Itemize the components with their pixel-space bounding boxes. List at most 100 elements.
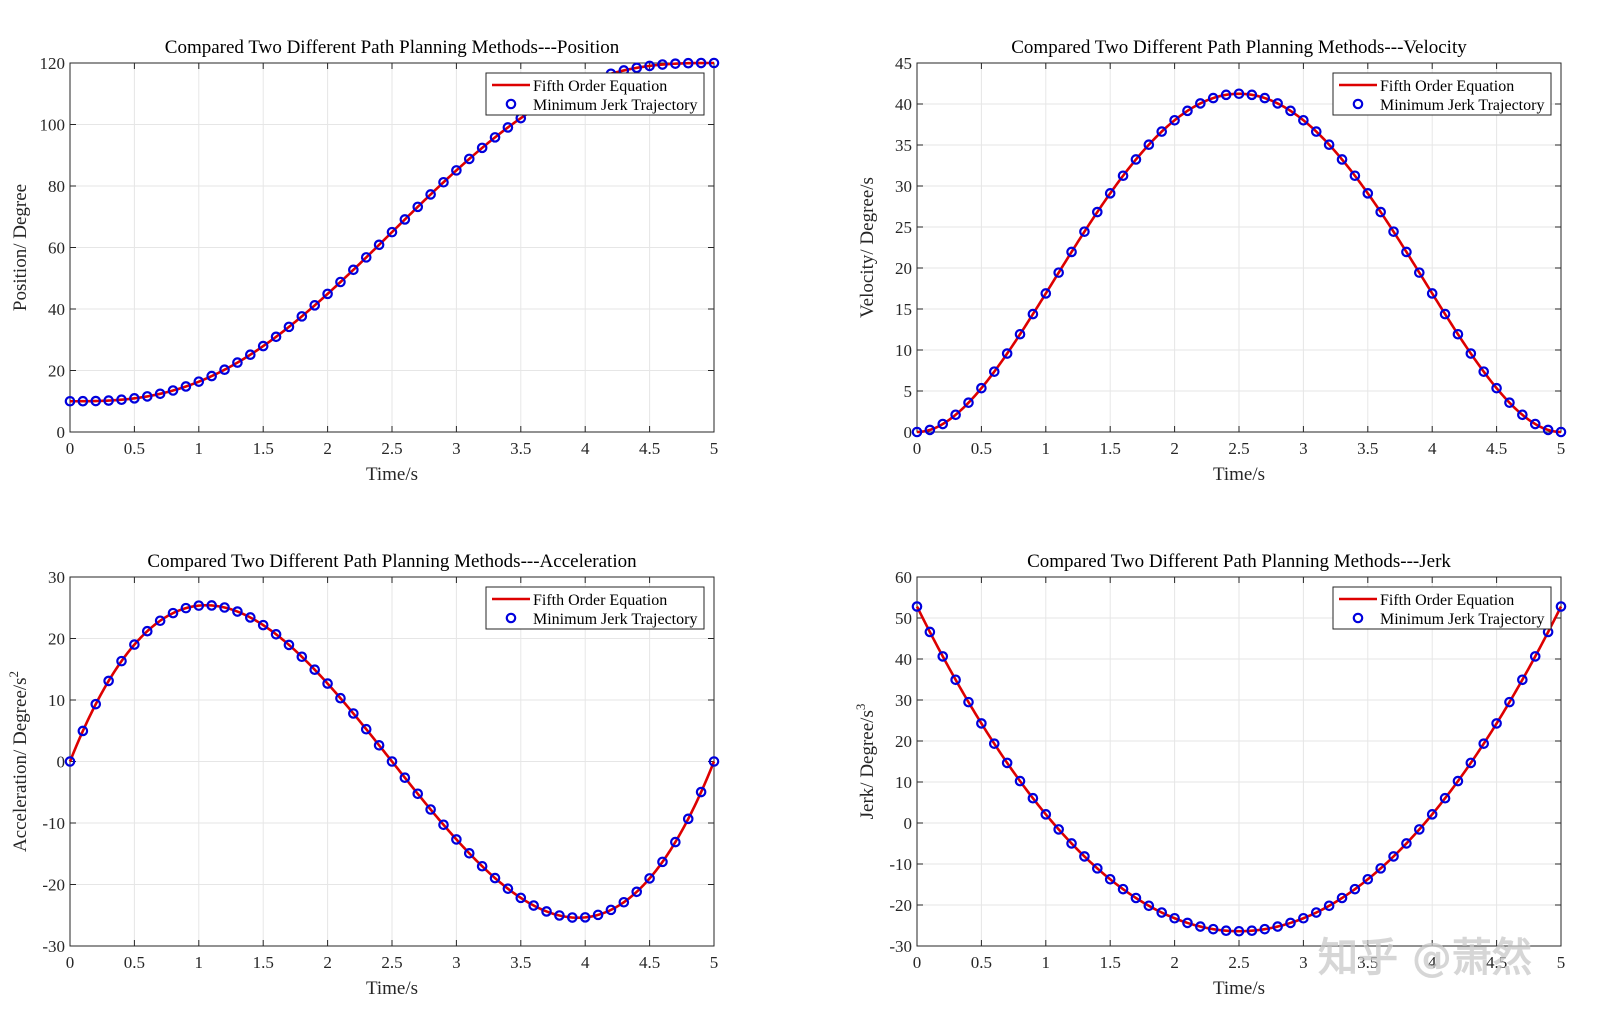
data-point-minimum-jerk [476,142,488,154]
x-tick-label: 2.5 [1228,439,1249,458]
series-line-fifth-order [915,605,1563,933]
data-point-minimum-jerk [1323,139,1335,151]
data-point-minimum-jerk [1040,288,1052,299]
x-tick-label: 4.5 [1486,953,1507,972]
data-point-minimum-jerk [1555,601,1567,612]
data-point-minimum-jerk [1001,348,1013,359]
y-tick-label: 30 [48,568,65,587]
data-point-minimum-jerk [670,58,681,69]
x-tick-label: 3.5 [510,953,531,972]
data-point-minimum-jerk [1014,328,1026,340]
data-point-minimum-jerk [1092,863,1103,874]
data-point-minimum-jerk [567,912,578,923]
data-point-minimum-jerk [283,321,295,333]
data-point-minimum-jerk [1426,809,1438,820]
data-point-minimum-jerk [911,601,923,612]
data-point-minimum-jerk [988,738,1000,749]
legend-box [485,72,705,116]
x-tick-label: 5 [1557,953,1566,972]
data-point-minimum-jerk [451,165,462,176]
data-point-minimum-jerk [937,418,949,430]
data-point-minimum-jerk [1542,424,1554,436]
x-axis-label: Time/s [366,464,418,485]
data-point-minimum-jerk [1465,348,1477,359]
data-point-minimum-jerk [335,692,346,704]
data-point-minimum-jerk [283,639,295,651]
x-tick-label: 1 [1042,439,1051,458]
data-point-minimum-jerk [682,813,694,825]
data-point-minimum-jerk [708,57,720,69]
x-tick-label: 1.5 [1100,439,1121,458]
data-point-minimum-jerk [360,252,372,263]
y-tick-label: 100 [40,116,66,135]
data-point-minimum-jerk [167,385,179,396]
y-tick-label: 10 [895,341,912,360]
data-point-minimum-jerk [219,364,230,376]
x-tick-label: 4.5 [639,439,660,458]
x-tick-label: 1 [1042,953,1051,972]
data-point-minimum-jerk [180,381,192,392]
data-point-minimum-jerk [425,804,436,815]
data-point-minimum-jerk [1504,397,1515,408]
data-point-minimum-jerk [1014,775,1026,787]
data-point-minimum-jerk [425,189,436,200]
y-tick-label: 5 [904,382,913,401]
subplot-2: 0 0.5 1 1.5 2 2.5 3 3.5 4 4.5 5 0 5 10 15 20 25 30 35 40 45 C… [857,37,1567,485]
data-point-minimum-jerk [77,395,89,407]
y-axis-label: Velocity/ Degree/s [857,177,878,318]
data-point-minimum-jerk [373,739,385,751]
data-point-minimum-jerk [1388,851,1399,862]
legend-marker-swatch [1352,98,1364,110]
legend-label: Minimum Jerk Trajectory [533,97,697,114]
data-point-minimum-jerk [963,397,974,408]
y-axis-label: Jerk/ Degree/s3 [853,704,878,820]
data-point-minimum-jerk [1169,114,1180,126]
x-tick-label: 5 [1557,439,1566,458]
x-tick-label: 4.5 [639,953,660,972]
x-tick-label: 1.5 [253,439,274,458]
data-point-minimum-jerk [1066,246,1077,258]
data-point-minimum-jerk [1233,925,1245,937]
data-point-minimum-jerk [1285,105,1296,117]
data-point-minimum-jerk [1298,114,1309,126]
y-tick-label: 60 [895,568,912,587]
data-point-minimum-jerk [1117,170,1129,182]
data-point-minimum-jerk [77,725,89,737]
legend-box [1332,72,1552,116]
y-tick-label: 0 [57,753,66,772]
legend: Fifth Order Equation Minimum Jerk Traject… [1332,72,1552,116]
data-point-minimum-jerk [103,675,114,687]
x-tick-label: 4 [1428,439,1437,458]
data-point-minimum-jerk [988,366,1000,377]
y-tick-label: 0 [904,423,913,442]
data-point-minimum-jerk [1529,418,1541,430]
data-point-minimum-jerk [1104,188,1116,199]
x-tick-label: 1.5 [253,953,274,972]
x-tick-label: 1 [195,439,204,458]
y-axis-label-text: Jerk/ Degree/s [857,710,878,819]
data-point-minimum-jerk [167,607,179,619]
data-point-minimum-jerk [924,424,936,436]
data-point-minimum-jerk [1079,851,1090,862]
data-point-minimum-jerk [270,629,282,640]
series-line-fifth-order [916,92,1562,434]
data-point-minimum-jerk [64,395,76,407]
data-point-minimum-jerk [438,176,449,188]
data-point-minimum-jerk [1401,838,1412,849]
y-tick-label: -10 [889,855,912,874]
data-point-minimum-jerk [1027,792,1039,804]
data-point-minimum-jerk [322,288,333,300]
y-tick-label: 50 [895,609,912,628]
y-tick-label: 20 [895,732,912,751]
data-point-minimum-jerk [335,276,346,288]
x-axis-label: Time/s [1213,464,1265,485]
data-point-minimum-jerk [489,872,501,884]
subplot-3: 0 0.5 1 1.5 2 2.5 3 3.5 4 4.5 5 -30 -20 -10 0 10 20 30 Com… [6,551,720,999]
x-tick-label: 2 [323,953,332,972]
y-tick-label: 0 [904,814,913,833]
y-tick-label: -10 [42,814,65,833]
x-tick-label: 2.5 [381,953,402,972]
data-point-minimum-jerk [1310,907,1322,918]
data-point-minimum-jerk [682,57,694,69]
data-point-minimum-jerk [90,698,102,710]
